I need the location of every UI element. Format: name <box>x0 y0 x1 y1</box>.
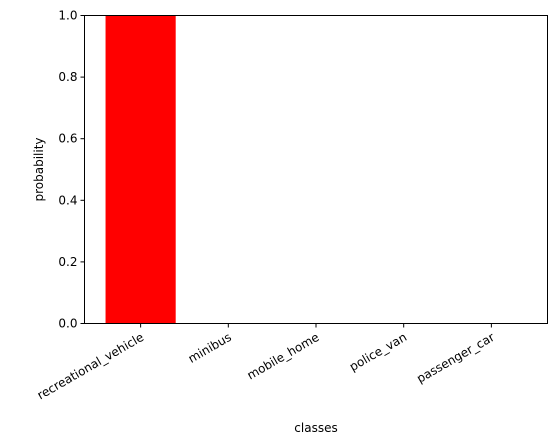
y-tick-label: 0.0 <box>58 317 77 331</box>
plot-frame <box>84 15 548 324</box>
y-tick-label: 0.6 <box>58 132 77 146</box>
x-tick-label: mobile_home <box>245 330 322 382</box>
y-tick-label: 1.0 <box>58 9 77 23</box>
y-tick-label: 0.4 <box>58 193 77 207</box>
bars-group <box>105 15 176 324</box>
x-axis-ticks: recreational_vehicle minibus mobile_home po… <box>35 323 497 402</box>
y-axis-ticks: 0.0 0.2 0.4 0.6 0.8 1.0 <box>58 9 85 331</box>
x-axis-label: classes <box>294 421 337 435</box>
x-tick-label: police_van <box>347 330 409 374</box>
x-tick-label: minibus <box>186 330 234 366</box>
bar-recreational-vehicle <box>105 15 176 324</box>
x-tick-label: passenger_car <box>414 330 497 386</box>
y-tick-label: 0.8 <box>58 70 77 84</box>
y-tick-label: 0.2 <box>58 255 77 269</box>
x-tick-label: recreational_vehicle <box>35 330 146 402</box>
y-axis-label: probability <box>32 137 46 201</box>
